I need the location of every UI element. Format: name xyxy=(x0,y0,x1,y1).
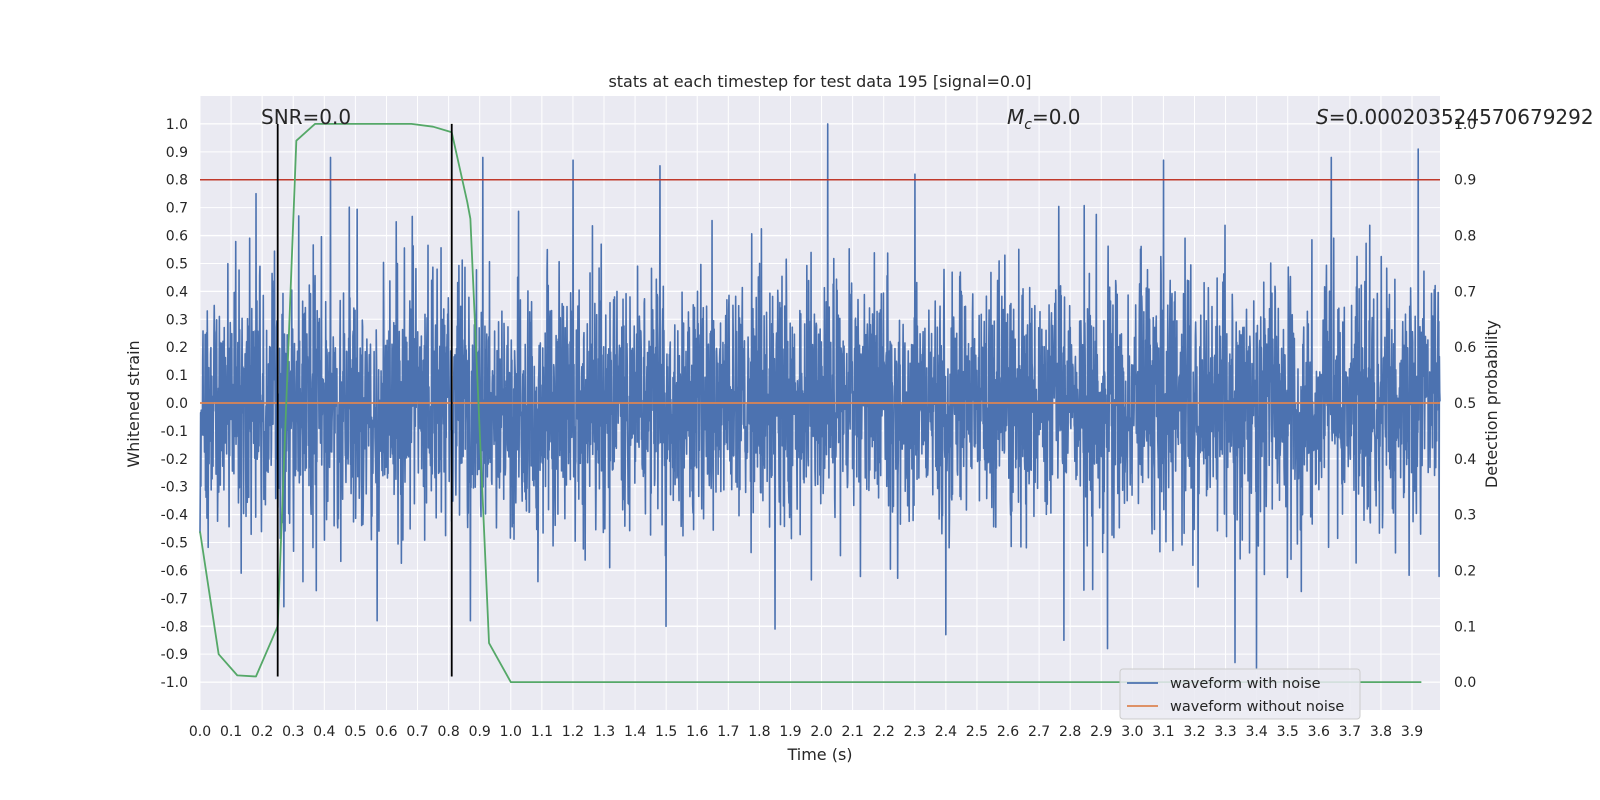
y-tick-label-3: 0.7 xyxy=(166,201,188,217)
y2-tick-label-1: 0.9 xyxy=(1454,173,1476,189)
snr-annotation: SNR=0.0 xyxy=(261,105,351,129)
x-tick-label-39: 3.9 xyxy=(1401,724,1423,740)
y2-tick-label-8: 0.2 xyxy=(1454,563,1476,579)
y-tick-label-2: 0.8 xyxy=(166,173,188,189)
y2-axis-ticks: 1.0 0.9 0.8 0.7 0.6 0.5 0.4 0.3 0.2 0.1 0.0 xyxy=(1454,117,1476,691)
x-tick-label-31: 3.1 xyxy=(1152,724,1174,740)
legend-label-clean: waveform without noise xyxy=(1170,699,1344,715)
x-tick-label-6: 0.6 xyxy=(375,724,397,740)
x-axis-ticks: 0.0 0.1 0.2 0.3 0.4 0.5 0.6 0.7 0.8 0.9 1.0 1.1 1.2 1… xyxy=(189,724,1423,740)
x-tick-label-21: 2.1 xyxy=(841,724,863,740)
x-tick-label-30: 3.0 xyxy=(1121,724,1143,740)
y2-tick-label-4: 0.6 xyxy=(1454,340,1476,356)
annotations: SNR=0.0 Mc=0.0 S=0.000203524570679292 xyxy=(261,105,1594,133)
x-tick-label-25: 2.5 xyxy=(966,724,988,740)
y-tick-label-14: -0.4 xyxy=(161,508,188,524)
y-tick-label-19: -0.9 xyxy=(161,647,188,663)
noise-waveform-series xyxy=(199,123,1441,669)
x-tick-label-0: 0.0 xyxy=(189,724,211,740)
y2-tick-label-0: 1.0 xyxy=(1454,117,1476,133)
y2-tick-label-2: 0.8 xyxy=(1454,229,1476,245)
y2-tick-label-5: 0.5 xyxy=(1454,396,1476,412)
y-tick-label-6: 0.4 xyxy=(166,284,188,300)
x-tick-label-26: 2.6 xyxy=(997,724,1019,740)
y-tick-label-4: 0.6 xyxy=(166,229,188,245)
x-tick-label-2: 0.2 xyxy=(251,724,273,740)
x-tick-label-28: 2.8 xyxy=(1059,724,1081,740)
x-tick-label-17: 1.7 xyxy=(717,724,739,740)
chart-title: stats at each timestep for test data 195… xyxy=(608,72,1031,91)
x-tick-label-12: 1.2 xyxy=(562,724,584,740)
x-tick-label-1: 0.1 xyxy=(220,724,242,740)
y2-tick-label-10: 0.0 xyxy=(1454,675,1476,691)
s-annotation: S=0.000203524570679292 xyxy=(1316,105,1594,129)
x-tick-label-9: 0.9 xyxy=(469,724,491,740)
y-tick-label-11: -0.1 xyxy=(161,424,188,440)
y-tick-label-20: -1.0 xyxy=(161,675,188,691)
probability-line xyxy=(199,123,1422,683)
detection-probability-series xyxy=(199,123,1422,683)
mc-annotation-sub: c xyxy=(1024,117,1032,133)
s-annotation-rest: =0.000203524570679292 xyxy=(1329,105,1594,129)
noise-waveform-line xyxy=(199,123,1441,669)
vertical-markers xyxy=(276,123,453,677)
x-tick-label-11: 1.1 xyxy=(531,724,553,740)
y-tick-label-10: 0.0 xyxy=(166,396,188,412)
x-tick-label-19: 1.9 xyxy=(779,724,801,740)
s-annotation-base: S xyxy=(1316,105,1329,129)
y-tick-label-17: -0.7 xyxy=(161,591,188,607)
x-tick-label-8: 0.8 xyxy=(437,724,459,740)
x-tick-label-16: 1.6 xyxy=(686,724,708,740)
x-tick-label-7: 0.7 xyxy=(406,724,428,740)
x-tick-label-18: 1.8 xyxy=(748,724,770,740)
x-tick-label-10: 1.0 xyxy=(500,724,522,740)
x-tick-label-34: 3.4 xyxy=(1246,724,1268,740)
y2-tick-label-6: 0.4 xyxy=(1454,452,1476,468)
x-tick-label-38: 3.8 xyxy=(1370,724,1392,740)
y-tick-label-0: 1.0 xyxy=(166,117,188,133)
mc-annotation-rest: =0.0 xyxy=(1032,105,1081,129)
x-tick-label-33: 3.3 xyxy=(1214,724,1236,740)
y-tick-label-5: 0.5 xyxy=(166,256,188,272)
x-tick-label-15: 1.5 xyxy=(655,724,677,740)
y-axis-title: Whitened strain xyxy=(124,340,143,467)
x-tick-label-32: 3.2 xyxy=(1183,724,1205,740)
y-tick-label-7: 0.3 xyxy=(166,312,188,328)
x-axis-title: Time (s) xyxy=(786,745,852,764)
y-tick-label-18: -0.8 xyxy=(161,619,188,635)
x-tick-label-24: 2.4 xyxy=(935,724,957,740)
x-tick-label-4: 0.4 xyxy=(313,724,335,740)
y-tick-label-13: -0.3 xyxy=(161,480,188,496)
y-tick-label-12: -0.2 xyxy=(161,452,188,468)
x-tick-label-14: 1.4 xyxy=(624,724,646,740)
x-tick-label-23: 2.3 xyxy=(904,724,926,740)
y-axis-ticks: 1.0 0.9 0.8 0.7 0.6 0.5 0.4 0.3 0.2 0.1 0.0 -0.1 -0.… xyxy=(161,117,188,691)
y2-tick-label-7: 0.3 xyxy=(1454,508,1476,524)
legend-box xyxy=(1119,668,1361,720)
y2-tick-label-3: 0.7 xyxy=(1454,284,1476,300)
y-tick-label-15: -0.5 xyxy=(161,536,188,552)
y2-axis-title: Detection probability xyxy=(1482,320,1501,488)
legend-label-noise: waveform with noise xyxy=(1170,676,1321,692)
x-tick-label-37: 3.7 xyxy=(1339,724,1361,740)
x-tick-label-22: 2.2 xyxy=(873,724,895,740)
x-tick-label-20: 2.0 xyxy=(810,724,832,740)
x-tick-label-36: 3.6 xyxy=(1308,724,1330,740)
y-tick-label-1: 0.9 xyxy=(166,145,188,161)
x-tick-label-27: 2.7 xyxy=(1028,724,1050,740)
x-tick-label-13: 1.3 xyxy=(593,724,615,740)
y-tick-label-9: 0.1 xyxy=(166,368,188,384)
x-tick-label-5: 0.5 xyxy=(344,724,366,740)
x-tick-label-29: 2.9 xyxy=(1090,724,1112,740)
x-tick-label-35: 3.5 xyxy=(1277,724,1299,740)
y-tick-label-8: 0.2 xyxy=(166,340,188,356)
mc-annotation: Mc=0.0 xyxy=(1007,105,1081,133)
y-tick-label-16: -0.6 xyxy=(161,563,188,579)
y2-tick-label-9: 0.1 xyxy=(1454,619,1476,635)
legend: waveform with noise waveform without noi… xyxy=(1119,668,1361,720)
x-tick-label-3: 0.3 xyxy=(282,724,304,740)
mc-annotation-base: M xyxy=(1007,105,1024,129)
